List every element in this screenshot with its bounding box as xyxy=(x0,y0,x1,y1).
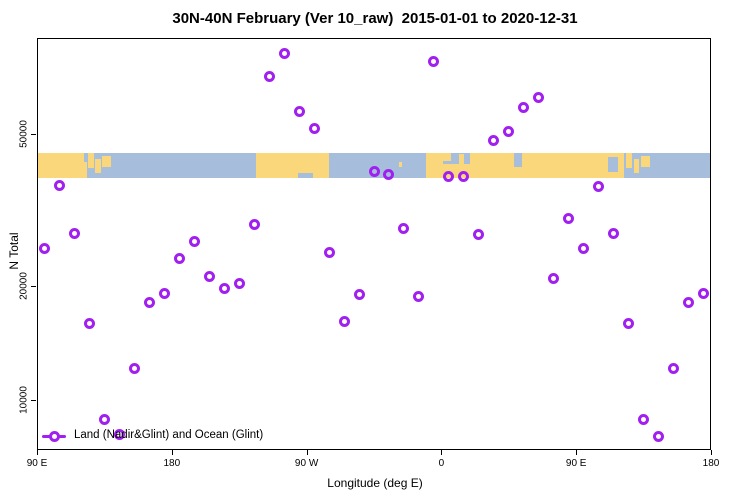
data-point xyxy=(653,431,665,443)
land-segment xyxy=(102,155,112,167)
data-point xyxy=(98,413,110,425)
data-point xyxy=(563,212,575,224)
data-point xyxy=(638,413,650,425)
land-segment xyxy=(84,161,88,178)
chart-title: 30N-40N February (Ver 10_raw) 2015-01-01… xyxy=(172,10,578,27)
data-point xyxy=(188,235,200,247)
legend: Land (Nadir&Glint) and Ocean (Glint) xyxy=(40,425,440,447)
data-point xyxy=(68,227,80,239)
data-point xyxy=(383,168,395,180)
x-tick-label: 180 xyxy=(702,458,720,469)
data-point xyxy=(293,105,305,117)
data-point xyxy=(128,363,140,375)
data-point xyxy=(263,70,275,82)
data-point xyxy=(458,170,470,182)
legend-marker-icon xyxy=(49,431,60,442)
x-tick-label: 90 W xyxy=(294,458,319,469)
x-tick-mark xyxy=(711,450,712,455)
data-point xyxy=(413,291,425,303)
data-point xyxy=(518,101,530,113)
water-overlay xyxy=(514,153,522,167)
data-point xyxy=(533,91,545,103)
data-point xyxy=(443,170,455,182)
data-point xyxy=(578,242,590,254)
data-point xyxy=(428,55,440,67)
y-tick-mark xyxy=(31,400,36,401)
water-overlay xyxy=(297,172,313,178)
land-segment xyxy=(633,159,640,173)
data-point xyxy=(233,278,245,290)
data-point xyxy=(608,227,620,239)
x-tick-label: 0 xyxy=(438,458,445,469)
x-tick-mark xyxy=(171,450,173,455)
data-point xyxy=(503,125,515,137)
data-point xyxy=(278,48,290,60)
land-segment xyxy=(442,153,452,161)
data-point xyxy=(488,134,500,146)
data-point xyxy=(248,219,260,231)
land-segment xyxy=(37,153,85,178)
land-segment xyxy=(399,161,402,167)
y-axis-label: N Total xyxy=(7,232,21,270)
data-point xyxy=(398,223,410,235)
x-tick-label: 180 xyxy=(163,458,181,469)
data-point xyxy=(53,180,65,192)
data-point xyxy=(683,297,695,309)
data-point xyxy=(668,363,680,375)
data-point xyxy=(218,283,230,295)
land-segment xyxy=(426,153,443,178)
data-point xyxy=(593,181,605,193)
x-tick-label: 90 E xyxy=(26,458,48,469)
data-point xyxy=(623,317,635,329)
legend-label: Land (Nadir&Glint) and Ocean (Glint) xyxy=(74,429,264,441)
land-segment xyxy=(442,164,496,178)
data-point xyxy=(323,246,335,258)
data-point xyxy=(473,229,485,241)
data-point xyxy=(308,123,320,135)
land-segment xyxy=(87,153,94,168)
land-segment xyxy=(640,155,650,167)
land-segment xyxy=(459,154,464,165)
data-point xyxy=(353,288,365,300)
data-point xyxy=(698,287,709,299)
data-point xyxy=(38,242,50,254)
data-point xyxy=(338,315,350,327)
data-point xyxy=(203,271,215,283)
data-point xyxy=(113,429,125,441)
y-tick-mark xyxy=(31,134,36,136)
x-tick-label: 90 E xyxy=(565,458,587,469)
y-tick-mark xyxy=(31,285,36,287)
x-tick-mark xyxy=(306,450,308,455)
water-overlay xyxy=(607,156,619,172)
data-point xyxy=(143,297,155,309)
land-segment xyxy=(95,159,101,173)
data-point xyxy=(173,253,185,265)
data-point xyxy=(368,165,380,177)
data-point xyxy=(158,287,170,299)
plot-area xyxy=(37,38,711,450)
land-segment xyxy=(626,153,633,168)
x-axis-label: Longitude (deg E) xyxy=(327,476,423,490)
x-tick-mark xyxy=(37,450,38,455)
x-tick-mark xyxy=(441,450,443,455)
data-point xyxy=(83,317,95,329)
land-segment xyxy=(255,153,330,178)
data-point xyxy=(548,272,560,284)
x-tick-mark xyxy=(576,450,578,455)
land-segment xyxy=(469,153,496,164)
